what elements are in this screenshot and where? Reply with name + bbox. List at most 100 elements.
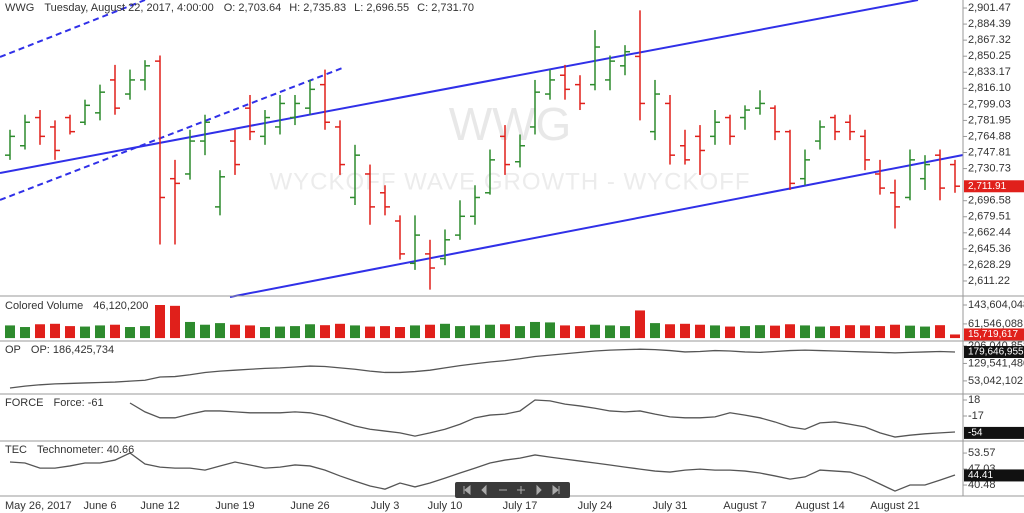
volume-bar: [785, 324, 795, 339]
ohlc-bar: [695, 125, 705, 175]
panel-title: TEC: [5, 444, 27, 456]
ohlc-bar: [605, 55, 615, 91]
last-value-box: [964, 180, 1024, 193]
y-tick-label: 2,799.03: [968, 98, 1011, 110]
volume-bar: [275, 326, 285, 339]
ohlc-bar: [470, 185, 480, 225]
ohlc-bar: [755, 90, 765, 115]
ohlc-bar: [350, 144, 360, 206]
y-tick-label: 2,645.36: [968, 243, 1011, 255]
volume-bar: [620, 326, 630, 339]
x-tick-label: July 3: [371, 500, 400, 512]
y-tick-label: 18: [968, 394, 980, 406]
volume-bar: [950, 334, 960, 339]
ohlc-bar: [800, 149, 810, 186]
toolbar-icon: [552, 484, 560, 496]
volume-bar: [500, 324, 510, 339]
volume-bar: [935, 325, 945, 339]
toolbar-button[interactable]: [496, 483, 510, 497]
volume-bar: [605, 325, 615, 339]
volume-bar: [365, 326, 375, 339]
ohlc-bar: [845, 114, 855, 141]
volume-bar: [560, 325, 570, 339]
volume-bar: [410, 325, 420, 339]
volume-bar: [575, 326, 585, 339]
volume-bar: [680, 323, 690, 339]
panel-title: FORCE: [5, 397, 44, 409]
ohlc-bar: [245, 94, 255, 141]
volume-bar: [875, 326, 885, 339]
toolbar-button[interactable]: [477, 483, 491, 497]
indicator-line: [9, 348, 956, 389]
toolbar-icon: [481, 484, 487, 496]
ohlc-bar: [560, 64, 570, 100]
x-tick-label: July 10: [428, 500, 463, 512]
ohlc-bar: [290, 94, 300, 126]
toolbar-button[interactable]: [549, 483, 563, 497]
x-tick-label: June 12: [140, 500, 179, 512]
ohlc-bar: [875, 159, 885, 195]
volume-bar: [770, 325, 780, 339]
volume-bar: [650, 323, 660, 339]
y-tick-label: 2,884.39: [968, 18, 1011, 30]
last-value-box: [964, 328, 1024, 341]
ohlc-bar: [140, 60, 150, 91]
last-value-box: [964, 346, 1024, 359]
ohlc-bar: [200, 114, 210, 156]
panel-title: Colored Volume: [5, 300, 83, 312]
ohlc-bar: [860, 129, 870, 171]
toolbar-button[interactable]: [460, 483, 474, 497]
ohlc-bar: [545, 69, 555, 100]
y-tick-label: 61,546,088: [968, 318, 1023, 330]
ohlc-bar: [575, 75, 585, 111]
volume-bar: [815, 326, 825, 339]
volume-bar: [440, 323, 450, 339]
indicator-line: [129, 399, 956, 438]
volume-bar: [65, 326, 75, 339]
ohlc-bar: [710, 110, 720, 145]
ohlc-bar: [410, 215, 420, 270]
ohlc-bar: [950, 159, 960, 193]
x-tick-label: August 7: [723, 500, 766, 512]
ohlc-bar: [365, 164, 375, 225]
last-value-label: -54: [968, 428, 983, 439]
ohlc-bar: [215, 170, 225, 216]
panel-readout: OP: 186,425,734: [31, 344, 114, 356]
ohlc-bar: [620, 45, 630, 76]
x-tick-label: June 6: [83, 500, 116, 512]
y-tick-label: 129,541,480: [968, 357, 1024, 369]
volume-bar: [800, 325, 810, 339]
volume-bar: [80, 326, 90, 339]
toolbar-button[interactable]: [514, 483, 528, 497]
toolbar-button[interactable]: [532, 483, 546, 497]
y-tick-label: 2,867.32: [968, 34, 1011, 46]
panel-readout: 46,120,200: [93, 300, 148, 312]
volume-bar: [830, 326, 840, 339]
toolbar-icon: [536, 484, 542, 496]
ohlc-readout: C: 2,731.70: [417, 2, 474, 14]
ohlc-bar: [440, 229, 450, 266]
x-tick-label: June 19: [215, 500, 254, 512]
toolbar-icon: [463, 484, 471, 496]
volume-bar: [245, 325, 255, 339]
ohlc-bar: [920, 155, 930, 190]
ohlc-bar: [590, 30, 600, 91]
ohlc-bar: [455, 200, 465, 240]
y-tick-label: 2,901.47: [968, 2, 1011, 14]
volume-bar: [380, 326, 390, 339]
volume-bar: [860, 325, 870, 339]
ohlc-bar: [20, 114, 30, 150]
ohlc-bar: [500, 125, 510, 175]
volume-bar: [260, 327, 270, 339]
toolbar-background: [455, 482, 570, 498]
ohlc-bar: [380, 185, 390, 216]
volume-bar: [200, 324, 210, 339]
ohlc-bar: [50, 120, 60, 160]
x-tick-label: August 21: [870, 500, 920, 512]
ohlc-bar: [905, 149, 915, 201]
last-value-label: 15,719,617: [968, 329, 1018, 340]
volume-bar: [395, 327, 405, 339]
ohlc-bar: [95, 84, 105, 121]
